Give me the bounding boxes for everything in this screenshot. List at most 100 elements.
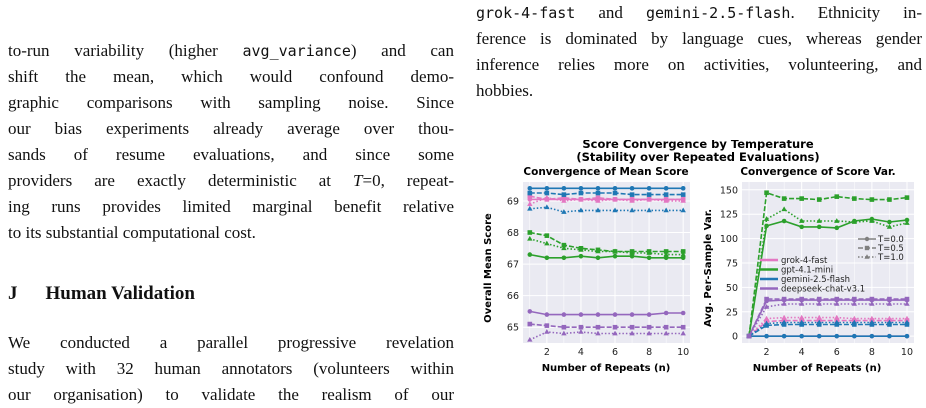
data-point — [663, 249, 669, 254]
data-point — [578, 190, 584, 196]
text-line: our bias experiments already average ove… — [8, 119, 454, 138]
data-point — [869, 322, 875, 327]
data-point — [561, 186, 567, 191]
data-point — [781, 206, 787, 212]
data-point — [646, 196, 652, 202]
data-point — [527, 186, 533, 191]
data-point — [904, 220, 910, 225]
data-point — [544, 255, 550, 261]
text-line: to its substantial computational cost. — [8, 223, 256, 242]
data-point — [527, 321, 533, 327]
text-line: to-run variability (higher avg_variance)… — [8, 41, 454, 60]
data-point — [680, 255, 686, 261]
y-tick-label: 150 — [720, 185, 738, 196]
data-point — [798, 314, 805, 320]
y-tick-label: 50 — [726, 283, 738, 294]
right-x-axis-label: Number of Repeats (n) — [753, 363, 882, 374]
data-point — [612, 324, 618, 330]
text-line: grok-4-fast and gemini-2.5-flash. Ethnic… — [476, 3, 922, 22]
right-column: grok-4-fast and gemini-2.5-flash. Ethnic… — [476, 0, 922, 104]
data-point — [799, 322, 804, 327]
legend-label: gpt-4.1-mini — [781, 266, 833, 276]
data-point — [781, 218, 787, 224]
data-point — [612, 207, 618, 213]
data-point — [816, 333, 822, 339]
data-point — [869, 197, 875, 202]
data-point — [629, 207, 635, 213]
data-point — [764, 190, 769, 196]
text-line: hobbies. — [476, 81, 534, 100]
text-line: sands of resume evaluations, and since s… — [8, 145, 454, 164]
data-point — [680, 310, 686, 316]
data-point — [578, 246, 584, 252]
data-point — [764, 333, 769, 339]
data-point — [781, 319, 787, 325]
data-point — [886, 301, 893, 306]
data-point — [629, 192, 635, 197]
data-point — [816, 296, 822, 302]
data-point — [612, 248, 618, 254]
data-point — [544, 323, 550, 328]
y-tick-label: 67 — [507, 260, 519, 271]
data-point — [612, 253, 618, 259]
data-point — [629, 198, 635, 203]
text-line: our organisation) to validate the realis… — [8, 385, 454, 404]
data-point — [746, 333, 752, 339]
data-point — [816, 224, 822, 230]
data-point — [646, 250, 652, 255]
data-point — [764, 296, 769, 302]
data-point — [595, 207, 601, 213]
data-point — [869, 315, 875, 321]
data-point — [578, 312, 584, 317]
data-point — [816, 314, 822, 320]
data-point — [646, 255, 652, 261]
data-point — [764, 323, 769, 328]
series-line — [748, 298, 907, 337]
data-point — [578, 186, 584, 191]
data-point — [544, 190, 550, 196]
data-point — [799, 224, 804, 230]
data-point — [763, 320, 770, 326]
data-point — [595, 190, 601, 196]
code-avg-variance: avg_variance — [242, 42, 351, 60]
figure-suptitle-2: (Stability over Repeated Evaluations) — [576, 150, 819, 164]
data-point — [561, 312, 567, 317]
data-point — [834, 218, 840, 223]
data-point — [781, 314, 787, 320]
data-point — [851, 315, 858, 321]
y-tick-label: 100 — [720, 234, 738, 245]
data-point — [612, 312, 618, 317]
series-line — [748, 191, 908, 337]
data-point — [663, 192, 669, 197]
series-line — [748, 303, 907, 337]
legend-marker — [864, 236, 870, 242]
x-tick-label: 8 — [646, 347, 652, 358]
data-point — [834, 301, 840, 306]
data-point — [663, 251, 669, 257]
data-point — [578, 196, 584, 202]
series-line — [529, 206, 684, 213]
series-line — [748, 208, 908, 337]
x-tick-label: 2 — [544, 347, 550, 358]
y-tick-label: 69 — [507, 196, 519, 207]
right-y-axis-label: Avg. Per-Sample Var. — [703, 209, 714, 327]
text-line: ference is dominated by language cues, w… — [476, 29, 922, 48]
x-tick-label: 6 — [834, 347, 840, 358]
data-point — [680, 207, 686, 213]
data-point — [781, 322, 787, 327]
legend-label: grok-4-fast — [781, 256, 828, 266]
data-point — [886, 319, 893, 325]
data-point — [544, 312, 550, 317]
data-point — [527, 201, 533, 206]
left-column-para2: We conducted a parallel progressive reve… — [8, 330, 454, 408]
data-point — [646, 330, 652, 336]
data-point — [595, 186, 601, 191]
data-point — [904, 195, 910, 200]
data-point — [544, 194, 550, 200]
data-point — [561, 198, 567, 203]
data-point — [834, 225, 840, 231]
data-point — [561, 245, 567, 251]
data-point — [629, 312, 635, 317]
section-heading: J Human Validation — [8, 283, 195, 305]
data-point — [612, 186, 618, 191]
